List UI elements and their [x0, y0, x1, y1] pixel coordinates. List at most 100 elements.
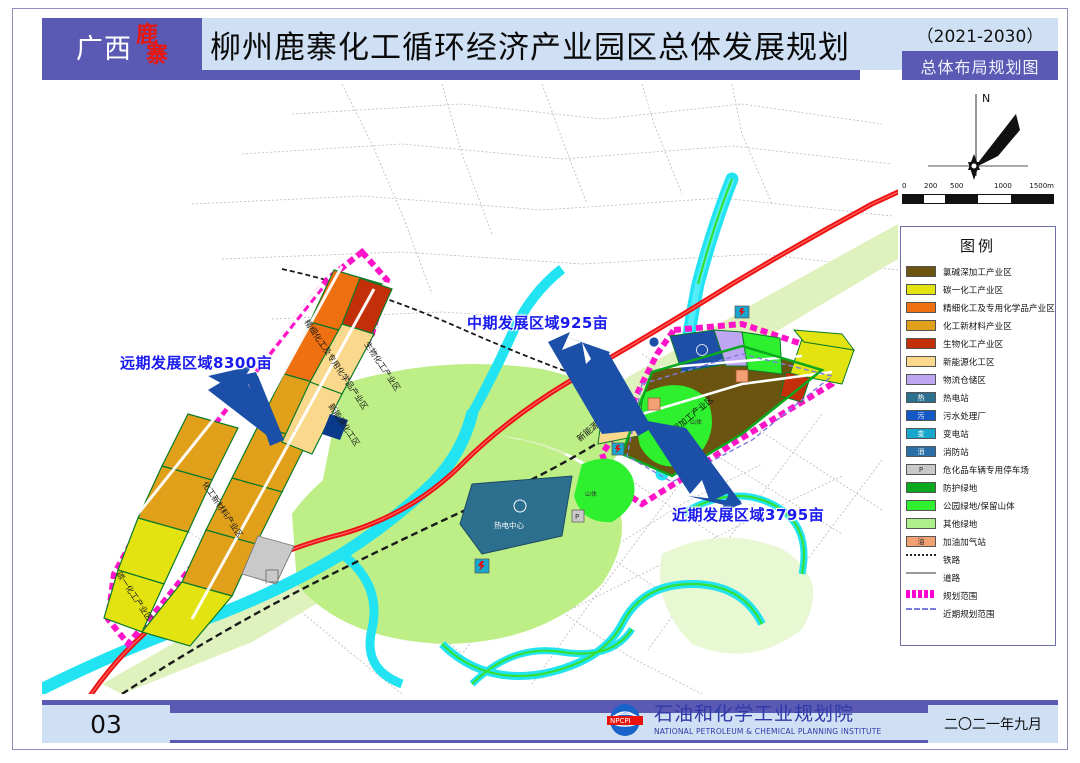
map-header: 广西 鹿 寨 柳州鹿寨化工循环经济产业园区总体发展规划 （2021-2030） … [42, 18, 1058, 80]
legend-item-label: 化工新材料产业区 [943, 321, 1012, 332]
institute-name-en: NATIONAL PETROLEUM & CHEMICAL PLANNING I… [654, 726, 882, 736]
legend-item: 近期规划范围 [906, 605, 1050, 622]
legend-item: 铁路 [906, 551, 1050, 568]
annotation-long-term: 远期发展区域8300亩 [120, 354, 273, 372]
page-title: 柳州鹿寨化工循环经济产业园区总体发展规划 [210, 29, 850, 66]
thermal-power-center: 热电中心 [459, 475, 573, 555]
legend-item: 精细化工及专用化学品产业区 [906, 299, 1055, 316]
annotation-near-term: 近期发展区域3795亩 [672, 506, 825, 524]
header-region-block: 广西 鹿 寨 [42, 18, 202, 74]
legend-swatch-fill [906, 374, 936, 385]
scale-tick-1500: 1500m [1029, 182, 1054, 190]
npcpi-logo-icon: NPCPI [607, 704, 643, 736]
county-char-bottom: 寨 [145, 43, 168, 68]
legend-item-label: 公园绿地/保留山体 [943, 501, 1015, 512]
legend-item: 生物化工产业区 [906, 335, 1050, 352]
map-footer: 03 NPCPI 石油和化学工业规划院 NATIONAL PETROLEUM &… [42, 700, 1058, 746]
west-industrial-district: 精细化工及专用化学品产业区 生物化工产业区 新能源化工区 化工新材料产业区 碳一… [103, 247, 403, 649]
north-arrow: N [898, 84, 1058, 194]
legend-item-label: 规划范围 [943, 591, 978, 602]
legend-item-label: 近期规划范围 [943, 609, 995, 620]
scale-tick-0: 0 [902, 182, 907, 190]
header-accent-bar [42, 70, 860, 80]
legend-item: 碳一化工产业区 [906, 281, 1050, 298]
legend-swatch-fill [906, 518, 936, 529]
legend-item: 污污水处理厂 [906, 407, 1050, 424]
footer-band [42, 700, 1058, 713]
facility-icons: P P [265, 305, 750, 583]
legend-item: 消消防站 [906, 443, 1050, 460]
legend-item-label: 污水处理厂 [943, 411, 987, 422]
map-sidebar: N 0 200 500 1000 1500m [898, 84, 1058, 694]
publish-date: 二〇二一年九月 [928, 705, 1058, 743]
legend-swatch-fill [906, 266, 936, 277]
legend-swatch-road [906, 572, 936, 583]
north-green [322, 364, 642, 484]
legend-item-label: 变电站 [943, 429, 969, 440]
legend-swatch-planning-boundary [906, 590, 936, 601]
legend-item-label: 消防站 [943, 447, 969, 458]
legend-item-label: 氯碱深加工产业区 [943, 267, 1012, 278]
railway-branch [281, 268, 603, 385]
north-label: N [982, 92, 990, 105]
legend-item: 变变电站 [906, 425, 1050, 442]
legend-item-label: 防护绿地 [943, 483, 978, 494]
legend-title: 图例 [959, 237, 996, 255]
legend-item: P 危化品车辆专用停车场 [906, 461, 1050, 478]
legend-item-label: 其他绿地 [943, 519, 978, 530]
legend-swatch-railway [906, 554, 936, 565]
footer-underline [170, 740, 928, 743]
legend-panel: 图例 氯碱深加工产业区 碳一化工产业区精细化工及专用化学品产业区 化工新材料产业区生… [900, 226, 1056, 646]
county-char-top: 鹿 [135, 22, 158, 48]
legend-item: 氯碱深加工产业区 [906, 263, 1050, 280]
annotation-mid-term: 中期发展区域925亩 [467, 314, 609, 332]
header-title-block: 柳州鹿寨化工循环经济产业园区总体发展规划 [202, 18, 902, 70]
legend-item-label: 热电站 [943, 393, 969, 404]
region-label: 广西 [75, 33, 132, 65]
legend-item: 热热电站 [906, 389, 1050, 406]
svg-text:P: P [575, 513, 579, 521]
legend-item-label: 新能源化工区 [943, 357, 995, 368]
institute-name-cn: 石油和化学工业规划院 [654, 702, 855, 725]
legend-swatch-near-term-boundary [906, 608, 936, 619]
annotation-arrows [208, 332, 742, 512]
footer-panel [170, 713, 928, 743]
map-canvas[interactable]: 精细化工及专用化学品产业区 生物化工产业区 新能源化工区 化工新材料产业区 碳一… [42, 84, 899, 694]
map-label-hill-2: 山体 [585, 490, 597, 498]
legend-swatch-fill [906, 500, 936, 511]
legend-item: 防护绿地 [906, 479, 1050, 496]
legend-swatch-fill [906, 302, 936, 313]
institute-block: NPCPI 石油和化学工业规划院 NATIONAL PETROLEUM & CH… [602, 702, 881, 738]
legend-swatch-fill [906, 284, 936, 295]
legend-swatch-fill [906, 356, 936, 367]
header-right-block: （2021-2030） 总体布局规划图 [902, 18, 1058, 80]
railway-line [121, 413, 643, 694]
legend-item-label: 碳一化工产业区 [943, 285, 1004, 296]
near-term-boundary [626, 353, 834, 483]
legend-item: 油加油加气站 [906, 533, 1050, 550]
legend-rows: 氯碱深加工产业区 碳一化工产业区精细化工及专用化学品产业区 化工新材料产业区生物化工… [906, 263, 1055, 622]
legend-item: 物流仓储区 [906, 371, 1050, 388]
legend-item: 公园绿地/保留山体 [906, 497, 1050, 514]
legend-item: 规划范围 [906, 587, 1050, 604]
scale-track [902, 194, 1054, 204]
legend-swatch-facility-icon: 污 [906, 410, 936, 421]
legend-item-label: 物流仓储区 [943, 375, 987, 386]
legend-item-label: 加油加气站 [943, 537, 987, 548]
legend-item-label: 精细化工及专用化学品产业区 [943, 303, 1055, 314]
legend-item: 其他绿地 [906, 515, 1050, 532]
legend-swatch-fill [906, 320, 936, 331]
legend-item: 化工新材料产业区 [906, 317, 1050, 334]
legend-swatch-facility-icon: 变 [906, 428, 936, 439]
legend-swatch-fill [906, 482, 936, 493]
legend-item: 新能源化工区 [906, 353, 1050, 370]
map-label-hill-1: 山体 [690, 418, 702, 426]
map-subtitle: 总体布局规划图 [902, 51, 1058, 80]
county-label: 鹿 寨 [135, 22, 168, 68]
map-graphic: 精细化工及专用化学品产业区 生物化工产业区 新能源化工区 化工新材料产业区 碳一… [42, 84, 898, 694]
sheet-number: 03 [42, 705, 170, 743]
scale-tick-500: 500 [950, 182, 964, 190]
scale-tick-1000: 1000 [994, 182, 1012, 190]
legend-swatch-facility-icon: 消 [906, 446, 936, 457]
legend-item-label: 道路 [943, 573, 961, 584]
